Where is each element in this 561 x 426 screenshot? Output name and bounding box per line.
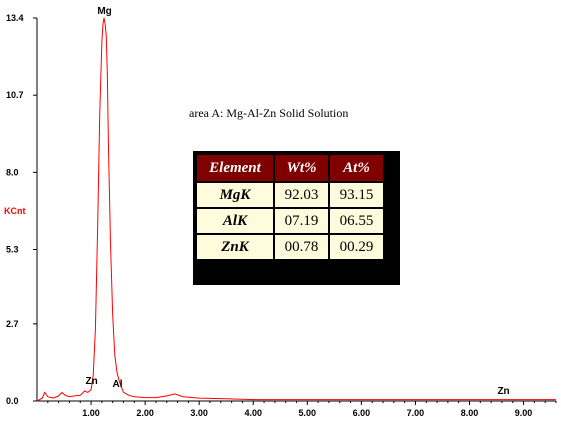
peak-label-al: Al: [113, 379, 123, 390]
peak-label-zn: Zn: [85, 376, 97, 387]
header-at-percent: At%: [330, 155, 383, 181]
y-tick-label: 5.3: [6, 245, 19, 255]
x-tick-label: 6.00: [353, 408, 371, 418]
peak-labels: Mg Zn Al Zn: [85, 6, 509, 397]
x-tick-label: 4.00: [244, 408, 262, 418]
y-tick-label: 10.7: [6, 90, 24, 100]
x-tick-label: 7.00: [407, 408, 425, 418]
x-axis-ticks: 1.00 2.00 3.00 4.00 5.00 6.00 7.00 8.00 9.00: [47, 401, 557, 418]
table-row: ZnK 00.78 00.29: [197, 235, 383, 259]
cell-element: MgK: [197, 183, 273, 207]
cell-at-percent: 93.15: [330, 183, 383, 207]
area-annotation: area A: Mg-Al-Zn Solid Solution: [189, 106, 349, 120]
table-row: MgK 92.03 93.15: [197, 183, 383, 207]
peak-label-zn: Zn: [497, 386, 509, 397]
peak-label-mg: Mg: [97, 6, 111, 17]
cell-element: ZnK: [197, 235, 273, 259]
spectrum-line: [36, 17, 556, 402]
y-tick-label: 8.0: [6, 167, 19, 177]
y-tick-label: 2.7: [6, 319, 19, 329]
cell-element: AlK: [197, 209, 273, 233]
composition-table-container: Element Wt% At% MgK 92.03 93.15 AlK 07.1…: [193, 151, 400, 285]
x-tick-label: 8.00: [461, 408, 479, 418]
table-header-row: Element Wt% At%: [197, 155, 383, 181]
y-tick-label: 0.0: [6, 396, 19, 406]
cell-at-percent: 00.29: [330, 235, 383, 259]
table-row: AlK 07.19 06.55: [197, 209, 383, 233]
y-axis-label: KCnt: [4, 206, 26, 216]
y-tick-label: 13.4: [6, 13, 24, 23]
cell-at-percent: 06.55: [330, 209, 383, 233]
x-tick-label: 9.00: [515, 408, 533, 418]
cell-wt-percent: 92.03: [275, 183, 328, 207]
y-axis-ticks: 0.0 2.7 5.3 8.0 10.7 13.4: [6, 13, 37, 406]
x-tick-label: 5.00: [299, 408, 317, 418]
cell-wt-percent: 07.19: [275, 209, 328, 233]
x-tick-label: 3.00: [190, 408, 208, 418]
header-element: Element: [197, 155, 273, 181]
x-tick-label: 1.00: [82, 408, 100, 418]
cell-wt-percent: 00.78: [275, 235, 328, 259]
x-tick-label: 2.00: [136, 408, 154, 418]
header-wt-percent: Wt%: [275, 155, 328, 181]
composition-table: Element Wt% At% MgK 92.03 93.15 AlK 07.1…: [195, 153, 385, 261]
